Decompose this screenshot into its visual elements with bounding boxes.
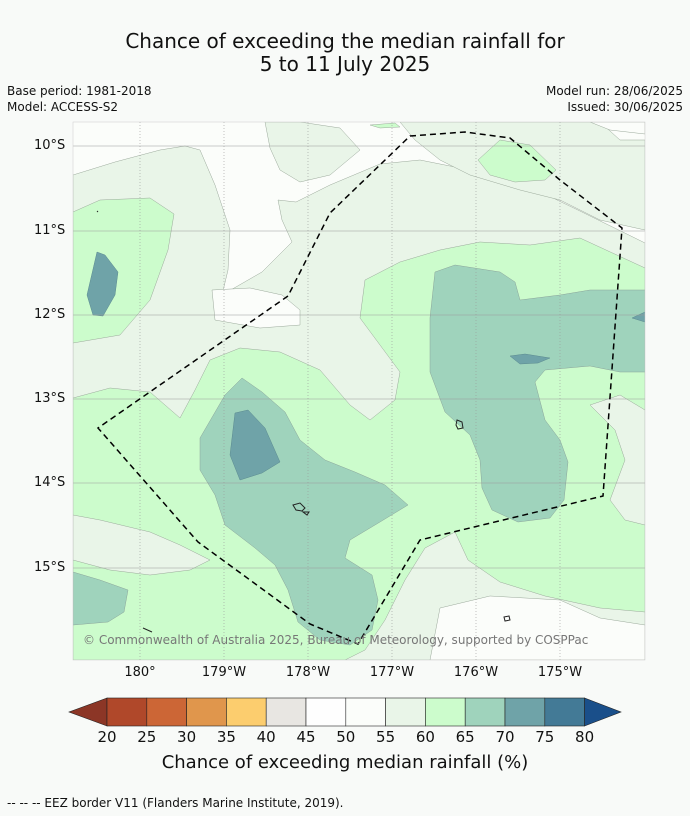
map-frame <box>72 121 646 661</box>
copyright-notice: © Commonwealth of Australia 2025, Bureau… <box>83 633 589 647</box>
lat-label: 14°S <box>34 475 66 490</box>
colorbar-tick-label: 60 <box>415 728 435 746</box>
title-line-2: 5 to 11 July 2025 <box>259 52 431 76</box>
colorbar-segment <box>305 697 347 727</box>
islands <box>96 210 511 633</box>
colorbar-tick-label: 20 <box>97 728 117 746</box>
gridlines <box>73 122 645 660</box>
colorbar-tick-label: 30 <box>177 728 197 746</box>
contour-65-70-east <box>429 264 645 523</box>
contour-70-75-central <box>229 409 281 481</box>
lon-label: 175°W <box>537 665 583 680</box>
island-wallis <box>455 419 464 430</box>
lat-label: 11°S <box>34 223 66 238</box>
colorbar-segment <box>146 697 187 727</box>
contour-70-75-east <box>509 353 551 365</box>
colorbar-tick-label: 35 <box>216 728 236 746</box>
title-line-1: Chance of exceeding the median rainfall … <box>125 29 565 53</box>
island-alofi <box>301 511 310 516</box>
contour-60-65-north <box>477 139 557 183</box>
island-futuna <box>292 502 306 512</box>
model-run: Model run: 28/06/2025 <box>545 84 683 98</box>
lon-label: 179°W <box>201 665 247 680</box>
colorbar-segment <box>265 697 307 727</box>
colorbar-tick-label: 75 <box>535 728 555 746</box>
eez-border <box>96 131 623 645</box>
colorbar-tick-label: 25 <box>137 728 157 746</box>
issued-date: Issued: 30/06/2025 <box>567 100 683 114</box>
lon-label: 180° <box>124 665 156 680</box>
contour-60-65-sliver <box>369 122 401 129</box>
meta-right: Model run: 28/06/2025 Issued: 30/06/2025 <box>546 83 683 115</box>
colorbar-extend-low <box>68 697 108 727</box>
colorbar-tick-label: 65 <box>455 728 475 746</box>
base-period: Base period: 1981-2018 <box>7 84 152 98</box>
contour-70-75-west <box>86 251 119 317</box>
colorbar-tick-label: 50 <box>336 728 356 746</box>
colorbar-segment <box>544 697 585 727</box>
colorbar-tick-label: 55 <box>376 728 396 746</box>
colorbar <box>68 697 622 727</box>
contour-50-55-pocket-e <box>589 122 645 135</box>
contour-50-55-pocket-a <box>211 287 301 329</box>
colorbar-segment <box>425 697 466 727</box>
map-title: Chance of exceeding the median rainfall … <box>0 30 690 76</box>
contour-55-60-nw <box>264 122 361 183</box>
colorbar-tick-label: 40 <box>256 728 276 746</box>
contour-50-55-pocket-d <box>429 595 645 660</box>
lon-label: 177°W <box>369 665 415 680</box>
probability-contours <box>73 122 645 660</box>
island-nw <box>96 210 99 213</box>
colorbar-segment <box>345 697 386 727</box>
colorbar-segment <box>226 697 267 727</box>
lon-label: 178°W <box>285 665 331 680</box>
colorbar-tick-label: 70 <box>495 728 515 746</box>
meta-left: Base period: 1981-2018 Model: ACCESS-S2 <box>7 83 152 115</box>
lat-label: 10°S <box>34 138 66 153</box>
island-sw <box>142 627 153 633</box>
colorbar-title: Chance of exceeding median rainfall (%) <box>161 752 529 773</box>
colorbar-extend-high <box>584 697 622 727</box>
contour-65-70-west <box>73 571 129 626</box>
model-name: Model: ACCESS-S2 <box>7 100 119 114</box>
contour-55-60-island <box>589 394 645 526</box>
lat-label: 12°S <box>34 307 66 322</box>
colorbar-segment <box>385 697 426 727</box>
lat-label: 13°S <box>34 391 66 406</box>
lat-label: 15°S <box>34 560 66 575</box>
island-south <box>503 615 511 622</box>
lon-label: 176°W <box>453 665 499 680</box>
colorbar-tick-label: 45 <box>296 728 316 746</box>
eez-legend-note: -- -- -- EEZ border V11 (Flanders Marine… <box>7 796 344 810</box>
colorbar-segment <box>464 697 506 727</box>
colorbar-segment <box>186 697 227 727</box>
colorbar-tick-label: 80 <box>575 728 595 746</box>
colorbar-segment <box>504 697 546 727</box>
colorbar-segment <box>106 697 148 727</box>
